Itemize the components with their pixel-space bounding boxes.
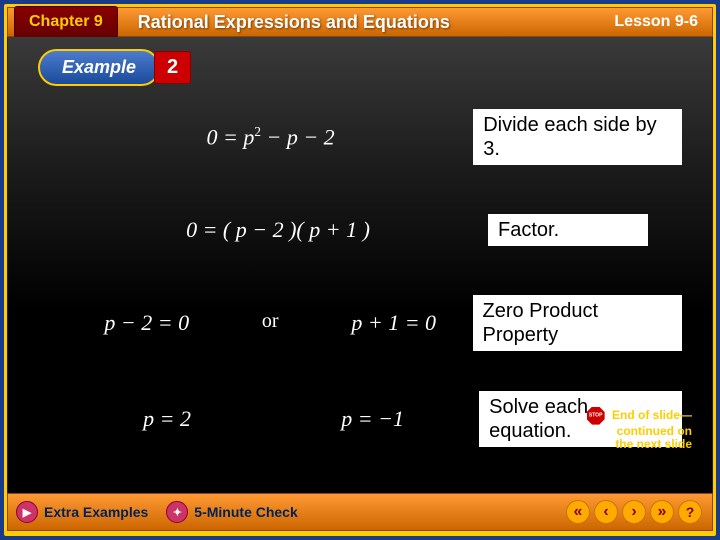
five-minute-check-icon: ✦: [166, 501, 188, 523]
or-text: or: [262, 310, 279, 336]
footer-bar: ▶ Extra Examples ✦ 5-Minute Check « ‹ › …: [7, 493, 713, 531]
equation-left: p − 2 = 0: [104, 310, 189, 336]
outer-frame: Chapter 9 Rational Expressions and Equat…: [0, 0, 720, 540]
equation-pair: p − 2 = 0 or p + 1 = 0: [68, 310, 473, 336]
explanation: Divide each side by 3.: [473, 109, 682, 165]
nav-last-button[interactable]: »: [650, 500, 674, 524]
example-label: Example: [38, 49, 160, 86]
equation: 0 = p2 − p − 2: [68, 124, 473, 150]
nav-arrows: « ‹ › » ?: [566, 500, 702, 524]
five-minute-check-button[interactable]: ✦ 5-Minute Check: [166, 501, 297, 523]
equation-right: p + 1 = 0: [351, 310, 436, 336]
yellow-frame: Chapter 9 Rational Expressions and Equat…: [4, 4, 716, 536]
equation: 0 = ( p − 2 )( p + 1 ): [68, 217, 488, 243]
nav-prev-button[interactable]: ‹: [594, 500, 618, 524]
chapter-badge: Chapter 9: [14, 6, 118, 38]
extra-examples-label: Extra Examples: [44, 504, 148, 520]
equation-pair: p = 2 p = −1: [68, 406, 479, 432]
stop-icon: [587, 407, 605, 425]
nav-next-button[interactable]: ›: [622, 500, 646, 524]
explanation: Zero Product Property: [473, 295, 683, 351]
end-line1: End of slide—: [612, 408, 692, 422]
header-bar: Chapter 9 Rational Expressions and Equat…: [7, 7, 713, 37]
main-content: Example 2 0 = p2 − p − 2 Divide each sid…: [7, 37, 713, 493]
step-row: 0 = p2 − p − 2 Divide each side by 3.: [68, 109, 682, 165]
lesson-label: Lesson 9-6: [614, 13, 698, 31]
example-number: 2: [154, 51, 191, 84]
end-line2: continued on: [617, 424, 692, 438]
end-of-slide-note: End of slide— continued on the next slid…: [587, 407, 692, 451]
header-title: Rational Expressions and Equations: [138, 12, 450, 33]
equation-left: p = 2: [143, 406, 191, 432]
extra-examples-icon: ▶: [16, 501, 38, 523]
step-row: 0 = ( p − 2 )( p + 1 ) Factor.: [68, 205, 682, 255]
example-badge: Example 2: [38, 49, 191, 86]
equation-right: p = −1: [341, 406, 404, 432]
end-line3: the next slide: [615, 437, 692, 451]
five-minute-check-label: 5-Minute Check: [194, 504, 297, 520]
step-row: p − 2 = 0 or p + 1 = 0 Zero Product Prop…: [68, 295, 682, 351]
nav-first-button[interactable]: «: [566, 500, 590, 524]
extra-examples-button[interactable]: ▶ Extra Examples: [16, 501, 148, 523]
explanation: Factor.: [488, 214, 648, 246]
nav-help-button[interactable]: ?: [678, 500, 702, 524]
